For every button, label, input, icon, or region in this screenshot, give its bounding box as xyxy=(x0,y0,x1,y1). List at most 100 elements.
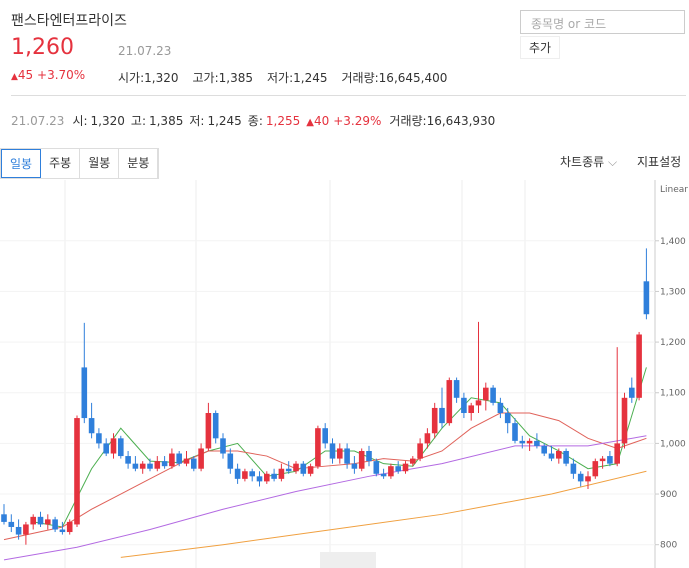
candle-body xyxy=(147,463,153,469)
y-tick-label: 1,300 xyxy=(660,287,686,297)
y-tick-label: 900 xyxy=(660,490,677,500)
candle-body xyxy=(220,438,226,454)
candle-body xyxy=(614,443,620,464)
candle-body xyxy=(373,461,380,474)
candle-body xyxy=(541,445,547,454)
candle-body xyxy=(548,453,555,459)
candle-body xyxy=(358,450,365,469)
candle-body xyxy=(585,476,591,482)
summary-date: 21.07.23 xyxy=(11,114,65,128)
y-tick-label: 1,400 xyxy=(660,237,686,247)
candle-body xyxy=(395,466,401,472)
add-button[interactable]: 추가 xyxy=(520,36,561,59)
candle-body xyxy=(74,418,80,525)
candle-body xyxy=(278,468,285,479)
summary-value: 1,385 xyxy=(148,114,184,128)
moving-average xyxy=(120,470,647,558)
summary-label: 종 xyxy=(247,114,259,128)
summary-value: 1,255 xyxy=(265,114,301,128)
tabs: 일봉 주봉 월봉 분봉 xyxy=(0,148,160,179)
candle-body xyxy=(351,463,358,469)
summary-label: 저 xyxy=(189,114,201,128)
summary-sep: : xyxy=(83,114,88,128)
zoom-control[interactable] xyxy=(320,552,376,568)
candle-body xyxy=(154,461,161,469)
candle-body xyxy=(446,380,453,424)
y-tick-label: 800 xyxy=(660,541,677,551)
summary: 21.07.23 시: 1,320 고: 1,385 저: 1,245 종: 1,255 ▲40 +… xyxy=(11,112,495,129)
candle-body xyxy=(183,458,190,464)
candle-body xyxy=(636,334,642,398)
candle-body xyxy=(629,387,635,398)
summary-sep: : xyxy=(258,114,263,128)
candle-body xyxy=(132,463,139,469)
summary-sep: : xyxy=(422,114,427,128)
summary-volume-label: 거래량 xyxy=(389,114,423,128)
candle-body xyxy=(388,466,394,477)
candle-body xyxy=(110,438,117,454)
candle-body xyxy=(570,463,577,474)
candle-body xyxy=(52,519,58,530)
stock-name: 팬스타엔터프라이즈 xyxy=(11,13,127,29)
stat: 고가:1,385 xyxy=(193,71,254,85)
candle-body xyxy=(81,367,88,419)
candle-body xyxy=(169,453,175,467)
price: 1,260 xyxy=(11,35,74,60)
candle-body xyxy=(8,521,15,527)
candle-body xyxy=(300,463,307,474)
stat: 시가:1,320 xyxy=(118,71,179,85)
candle-body xyxy=(23,524,29,535)
candle-body xyxy=(161,461,168,467)
candle-body xyxy=(176,453,182,464)
date: 21.07.23 xyxy=(118,44,172,58)
candle-body xyxy=(504,413,511,424)
candle-body xyxy=(234,468,241,479)
candle-body xyxy=(402,463,409,472)
candle-body xyxy=(483,387,489,401)
candle-body xyxy=(256,476,263,482)
tab[interactable]: 주봉 xyxy=(41,149,81,178)
candle-body xyxy=(227,453,234,469)
scale-label: Linear xyxy=(660,185,688,195)
tab[interactable]: 일봉 xyxy=(1,149,42,178)
candle-body xyxy=(118,438,124,457)
candle-body xyxy=(461,397,467,414)
candle-body xyxy=(497,402,504,414)
summary-label: 고 xyxy=(130,114,142,128)
candle-body xyxy=(212,413,219,439)
stat: 저가:1,245 xyxy=(267,71,328,85)
candle-body xyxy=(431,407,438,434)
candle-body xyxy=(322,428,328,444)
candle-body xyxy=(59,529,66,533)
summary-sep: : xyxy=(141,114,146,128)
search-input[interactable]: 종목명 or 코드 xyxy=(520,10,685,34)
candle-body xyxy=(139,463,146,469)
stat-label: 거래량 xyxy=(341,71,375,85)
menu-label: 차트종류 xyxy=(560,155,605,169)
change-pct: +3.70% xyxy=(37,68,86,82)
candle-body xyxy=(621,397,628,444)
candle-body xyxy=(607,456,613,464)
candle-body xyxy=(88,418,95,434)
candle-body xyxy=(37,516,44,525)
summary-value: 1,320 xyxy=(90,114,125,128)
candle-body xyxy=(490,387,496,403)
stat-value: 1,320 xyxy=(144,71,179,85)
candle-body xyxy=(249,471,255,477)
candle-body xyxy=(125,456,131,464)
stat-value: 1,245 xyxy=(293,71,328,85)
summary-sep: : xyxy=(200,114,205,128)
stat-label: 고가 xyxy=(192,71,215,85)
candle-body xyxy=(439,407,445,424)
candle-body xyxy=(198,448,204,469)
candle-body xyxy=(534,440,540,446)
arrow: ▲ xyxy=(306,117,314,128)
tab[interactable]: 월봉 xyxy=(80,149,120,178)
indicator-menu[interactable]: 지표설정 xyxy=(637,153,681,170)
chart-type-menu[interactable]: 차트종류 ⌵ xyxy=(560,155,618,169)
candle-body xyxy=(592,461,599,477)
tab[interactable]: 분봉 xyxy=(119,149,159,178)
candle-body xyxy=(1,514,7,522)
summary-change-pct: +3.29% xyxy=(333,114,382,128)
stat-sep: : xyxy=(374,71,379,85)
